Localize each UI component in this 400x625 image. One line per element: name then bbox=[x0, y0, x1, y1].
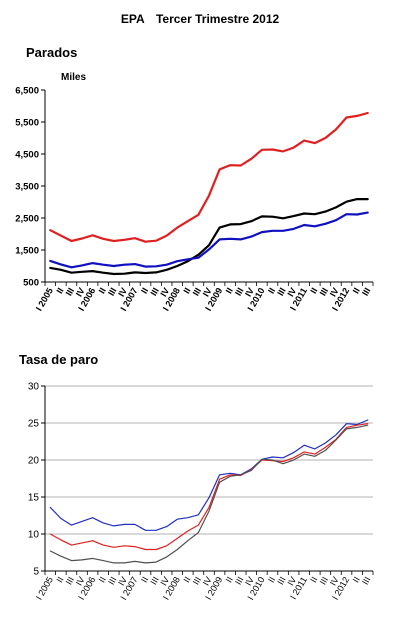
x-tick-label: III bbox=[191, 575, 203, 587]
y-tick-label: 15 bbox=[28, 493, 40, 504]
series-line-2 bbox=[49, 423, 369, 551]
source-label: EPA bbox=[120, 12, 145, 26]
y-tick-label: 10 bbox=[28, 530, 40, 541]
x-tick-label: III bbox=[233, 575, 245, 587]
x-tick-label: III bbox=[64, 575, 76, 587]
x-tick-label: III bbox=[360, 575, 372, 587]
y-tick-label: 2,500 bbox=[15, 214, 39, 225]
y-tick-label: 30 bbox=[28, 382, 40, 393]
y-tick-label: 6,500 bbox=[15, 86, 39, 97]
series-line-3 bbox=[49, 211, 369, 269]
series-line-1 bbox=[49, 419, 369, 531]
period-label: Tercer Trimestre 2012 bbox=[155, 12, 280, 26]
x-tick-label: II bbox=[181, 575, 192, 584]
chart-title-tasa-de-paro: Tasa de paro bbox=[19, 352, 99, 367]
x-tick-label: II bbox=[139, 575, 150, 584]
series-line-1 bbox=[49, 111, 369, 243]
x-tick-label: II bbox=[54, 575, 65, 584]
x-tick-label: III bbox=[64, 286, 76, 298]
x-tick-label: III bbox=[360, 286, 372, 298]
y-tick-label: 1,500 bbox=[15, 246, 39, 257]
x-tick-label: III bbox=[318, 286, 330, 298]
x-tick-label: III bbox=[148, 286, 160, 298]
y-tick-label: 3,500 bbox=[15, 182, 39, 193]
page-title: EPA Tercer Trimestre 2012 bbox=[0, 12, 400, 26]
y-tick-label: 4,500 bbox=[15, 150, 39, 161]
y-tick-label: 5 bbox=[33, 567, 39, 578]
x-tick-label: III bbox=[148, 575, 160, 587]
chart-title-parados: Parados bbox=[26, 45, 78, 60]
x-tick-label: III bbox=[191, 286, 203, 298]
x-tick-label: II bbox=[351, 575, 362, 584]
y-unit-label: Miles bbox=[61, 72, 87, 83]
x-tick-label: II bbox=[266, 575, 277, 584]
x-tick-label: II bbox=[97, 575, 108, 584]
x-tick-label: I 2005 bbox=[34, 286, 55, 313]
x-tick-label: III bbox=[106, 286, 118, 298]
series-line-2 bbox=[49, 197, 369, 276]
x-tick-label: II bbox=[308, 575, 319, 584]
x-tick-label: III bbox=[318, 575, 330, 587]
x-tick-label: II bbox=[224, 575, 235, 584]
series-line-3 bbox=[49, 424, 369, 564]
y-tick-label: 25 bbox=[28, 419, 40, 430]
x-tick-label: II bbox=[139, 286, 150, 295]
y-tick-label: 20 bbox=[28, 456, 40, 467]
y-tick-label: 500 bbox=[23, 278, 39, 289]
y-tick-label: 5,500 bbox=[15, 118, 39, 129]
x-tick-label: III bbox=[275, 286, 287, 298]
x-tick-label: III bbox=[275, 575, 287, 587]
x-tick-label: III bbox=[233, 286, 245, 298]
x-tick-label: II bbox=[224, 286, 235, 295]
x-tick-label: II bbox=[181, 286, 192, 295]
x-tick-label: II bbox=[266, 286, 277, 295]
x-tick-label: II bbox=[97, 286, 108, 295]
x-tick-label: II bbox=[351, 286, 362, 295]
x-tick-label: II bbox=[54, 286, 65, 295]
x-tick-label: III bbox=[106, 575, 118, 587]
x-tick-label: I 2005 bbox=[34, 575, 55, 602]
x-tick-label: II bbox=[308, 286, 319, 295]
